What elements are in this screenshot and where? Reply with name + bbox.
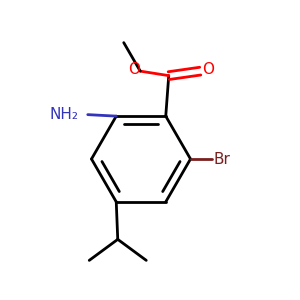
- Text: O: O: [128, 62, 140, 77]
- Text: O: O: [202, 62, 214, 77]
- Text: NH₂: NH₂: [50, 107, 79, 122]
- Text: Br: Br: [213, 152, 230, 166]
